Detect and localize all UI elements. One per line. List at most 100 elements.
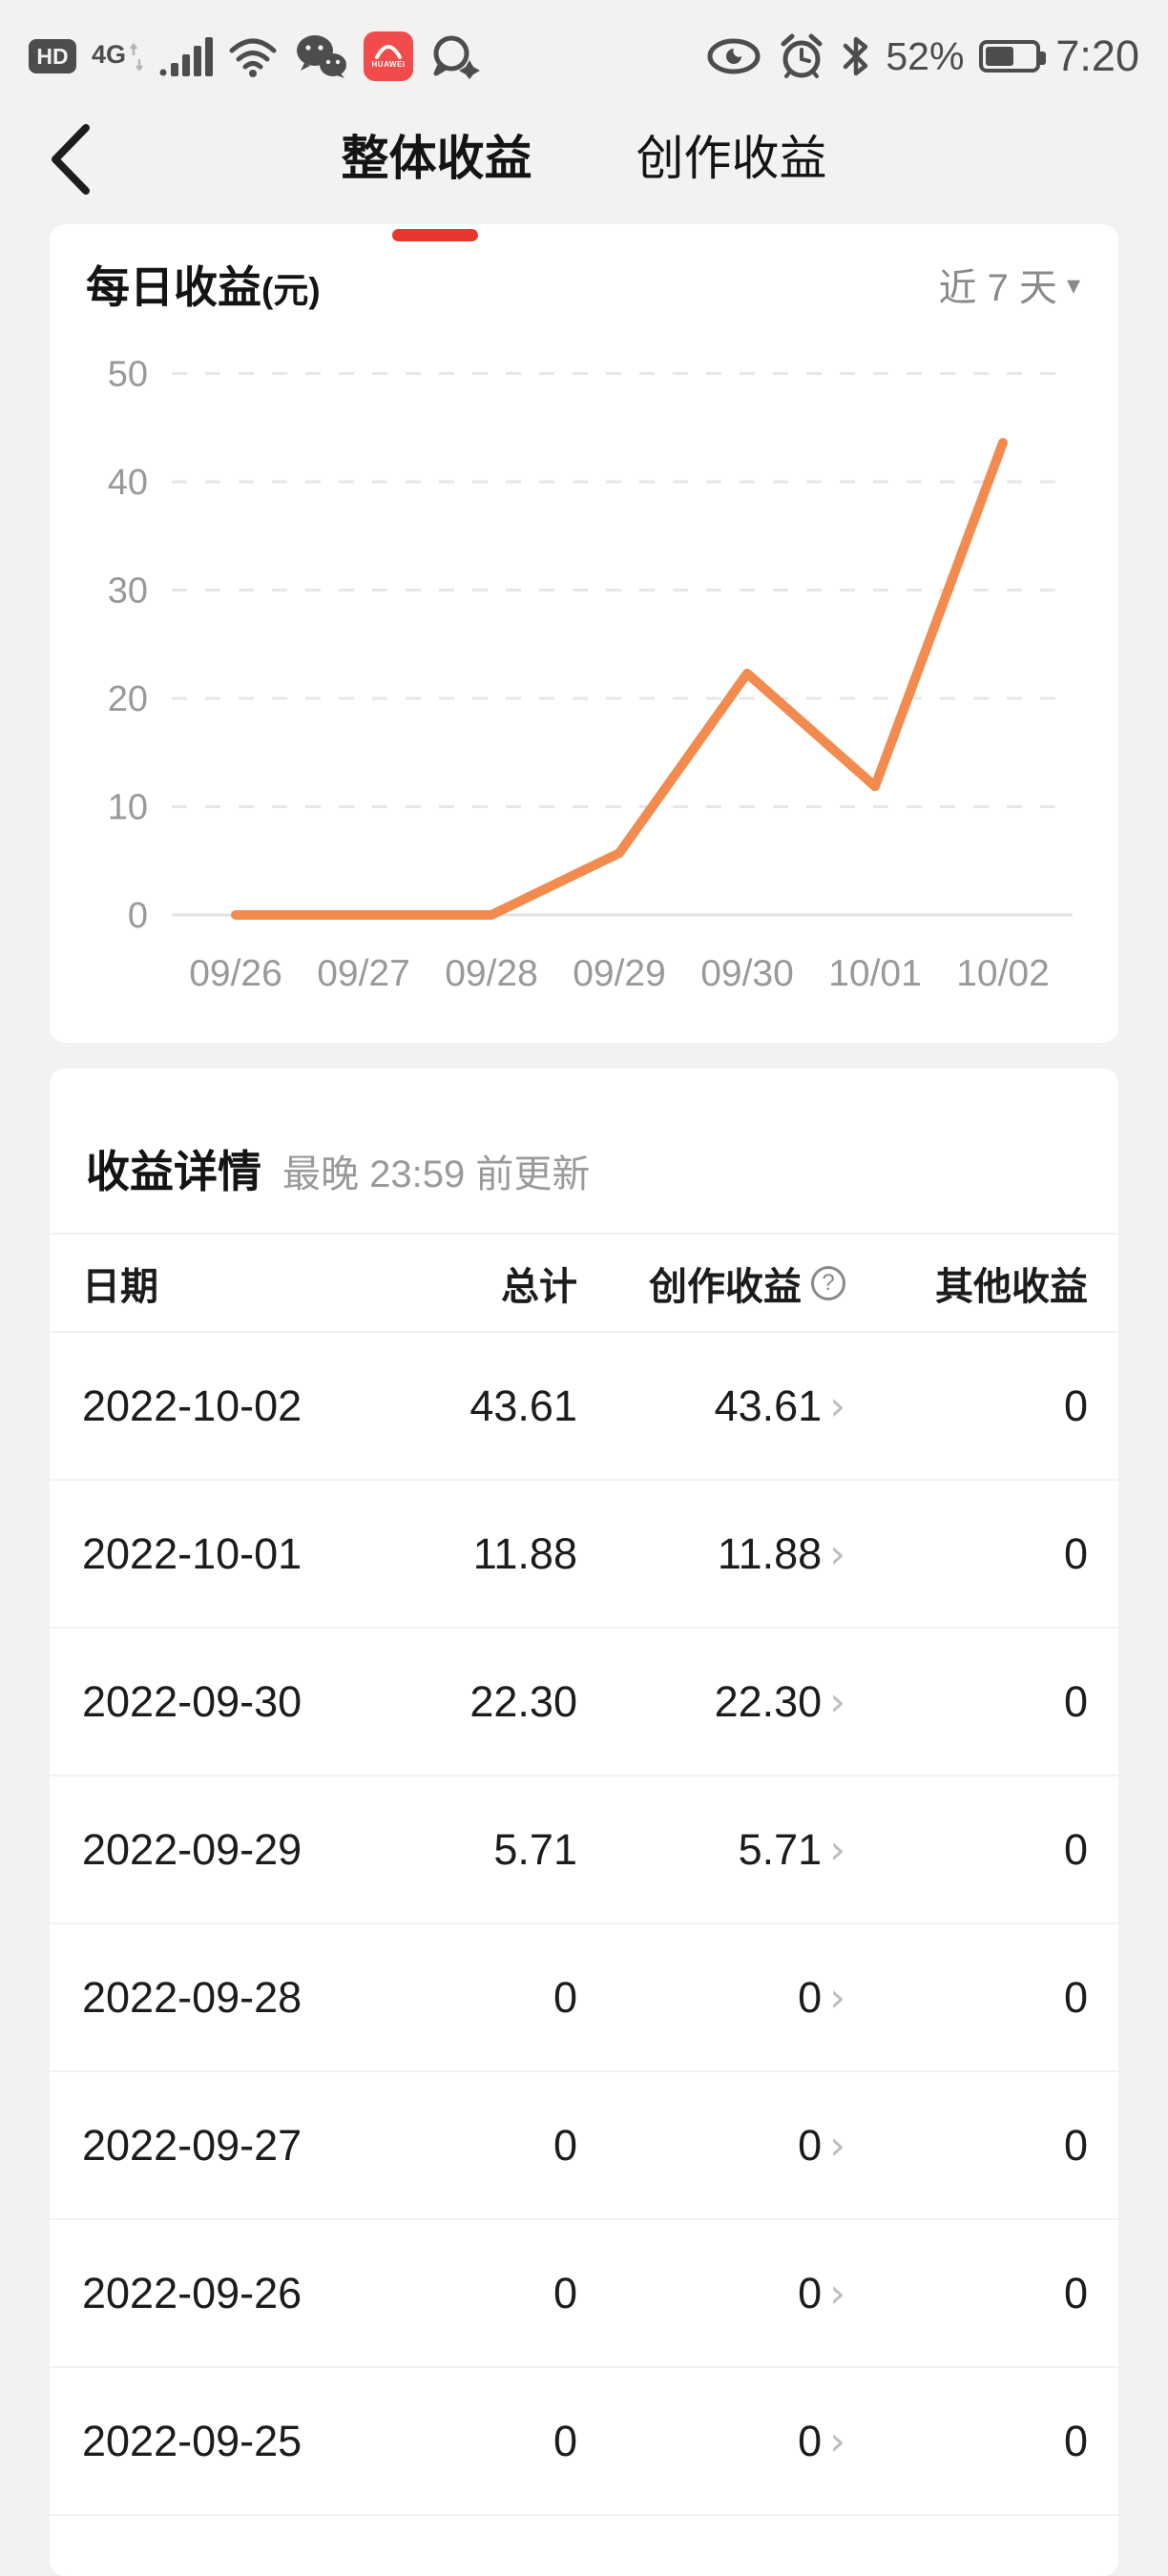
daily-income-card: 每日收益(元) 近 7 天 ▾ 0 10 20 30 40 50 09/26 09/27 09/…: [50, 224, 1118, 1043]
details-title: 收益详情: [86, 1147, 261, 1196]
table-row: 2022-09-29 5.71 5.71 › 0: [50, 1776, 1118, 1924]
row-total: 43.61: [469, 1381, 577, 1430]
row-date: 2022-09-26: [82, 2268, 302, 2317]
row-creation-value: 0: [798, 1972, 823, 2022]
table-row: 2022-10-01 11.88 11.88 › 0: [50, 1481, 1118, 1629]
row-other: 0: [1063, 1528, 1088, 1578]
signal-bars-icon: [159, 37, 214, 76]
table-row: 2022-09-25 0 0 › 0: [50, 2368, 1118, 2516]
row-total: 5.71: [493, 1824, 577, 1874]
row-creation-link[interactable]: 5.71 ›: [577, 1825, 845, 1875]
row-creation-value: 0: [798, 2268, 823, 2317]
row-creation-value: 5.71: [738, 1824, 823, 1874]
status-left: HD 4G: [29, 31, 482, 81]
svg-text:0: 0: [128, 896, 148, 936]
network-4g-icon: 4G: [92, 42, 144, 71]
table-row: 2022-09-27 0 0 › 0: [50, 2072, 1118, 2220]
network-label: 4G: [92, 40, 127, 69]
row-date: 2022-09-27: [82, 2120, 302, 2170]
row-creation-value: 0: [798, 2120, 823, 2170]
chart-title: 每日收益(元): [86, 253, 321, 316]
svg-text:09/27: 09/27: [317, 953, 410, 994]
svg-text:20: 20: [108, 679, 148, 719]
chevron-down-icon: ▾: [1066, 269, 1080, 300]
nav-bar: 整体收益 创作收益: [0, 95, 1168, 224]
chevron-right-icon: ›: [829, 2417, 845, 2464]
status-right: 52% 7:20: [706, 31, 1139, 81]
table-row: 2022-09-28 0 0 › 0: [50, 1924, 1118, 2072]
row-creation-value: 43.61: [714, 1381, 823, 1430]
row-total: 11.88: [472, 1528, 577, 1578]
range-label: 近 7 天: [938, 267, 1057, 309]
bluetooth-icon: [844, 36, 868, 76]
chevron-right-icon: ›: [829, 1973, 845, 2021]
row-date: 2022-09-25: [82, 2416, 302, 2465]
row-creation-link[interactable]: 0 ›: [577, 2269, 845, 2318]
row-total: 0: [553, 1972, 577, 2022]
svg-text:30: 30: [108, 571, 148, 612]
help-icon[interactable]: ?: [811, 1265, 845, 1300]
col-header-creation-label: 创作收益: [649, 1265, 802, 1308]
status-bar: HD 4G: [0, 0, 1168, 95]
row-other: 0: [1063, 1824, 1088, 1874]
chat-sparkle-icon: [433, 35, 481, 79]
row-date: 2022-09-28: [82, 1972, 302, 2022]
chevron-right-icon: ›: [829, 1677, 845, 1725]
row-other: 0: [1063, 1676, 1088, 1726]
svg-text:09/26: 09/26: [189, 953, 282, 994]
chart-title-unit: (元): [261, 271, 321, 310]
row-date: 2022-10-01: [82, 1528, 302, 1578]
row-creation-link[interactable]: 0 ›: [577, 2417, 845, 2466]
col-header-creation: 创作收益 ?: [577, 1256, 845, 1311]
chevron-right-icon: ›: [829, 2269, 845, 2316]
back-button[interactable]: [46, 122, 95, 197]
row-creation-value: 22.30: [714, 1676, 823, 1726]
eye-icon: [707, 38, 761, 74]
row-creation-link[interactable]: 11.88 ›: [577, 1529, 845, 1579]
row-creation-link[interactable]: 43.61 ›: [577, 1381, 845, 1431]
income-details-card: 收益详情 最晚 23:59 前更新 日期 总计 创作收益 ? 其他收益 2022…: [50, 1069, 1118, 2576]
row-date: 2022-09-29: [82, 1824, 302, 1874]
table-body: 2022-10-02 43.61 43.61 › 0 2022-10-01 11.88 11.…: [50, 1333, 1118, 2516]
row-creation-link[interactable]: 0 ›: [577, 2121, 845, 2171]
table-row: 2022-09-30 22.30 22.30 › 0: [50, 1629, 1118, 1776]
row-total: 0: [553, 2416, 577, 2465]
tab-creation-income[interactable]: 创作收益: [636, 131, 827, 185]
chart-title-text: 每日收益: [86, 262, 261, 312]
svg-text:09/28: 09/28: [445, 953, 538, 994]
row-date: 2022-09-30: [82, 1676, 302, 1726]
data-arrows-icon: [130, 42, 144, 71]
svg-text:50: 50: [108, 355, 148, 395]
clock-time: 7:20: [1055, 31, 1139, 80]
details-update-note: 最晚 23:59 前更新: [282, 1153, 591, 1195]
details-header: 收益详情 最晚 23:59 前更新: [50, 1069, 1118, 1233]
row-total: 22.30: [469, 1676, 577, 1726]
hd-icon: HD: [29, 39, 76, 73]
huawei-app-icon: HUAWEI: [364, 31, 414, 81]
daily-income-chart: 0 10 20 30 40 50 09/26 09/27 09/28 09/29 09/30 10/0…: [108, 355, 1073, 994]
col-header-date: 日期: [82, 1265, 158, 1308]
chart-card-header: 每日收益(元) 近 7 天 ▾: [50, 224, 1118, 320]
col-header-other: 其他收益: [935, 1265, 1088, 1308]
row-date: 2022-10-02: [82, 1381, 302, 1430]
svg-text:10/01: 10/01: [828, 953, 922, 994]
row-creation-link[interactable]: 0 ›: [577, 1973, 845, 2023]
chevron-right-icon: ›: [829, 1381, 845, 1429]
svg-text:10/02: 10/02: [956, 953, 1050, 994]
active-tab-indicator: [392, 229, 478, 241]
date-range-selector[interactable]: 近 7 天 ▾: [938, 257, 1080, 312]
svg-text:40: 40: [108, 463, 148, 503]
svg-text:09/29: 09/29: [573, 953, 666, 994]
chevron-right-icon: ›: [829, 1529, 845, 1577]
svg-text:09/30: 09/30: [700, 953, 794, 994]
table-row: 2022-10-02 43.61 43.61 › 0: [50, 1333, 1118, 1481]
row-total: 0: [553, 2120, 577, 2170]
svg-text:10: 10: [108, 788, 148, 828]
row-other: 0: [1063, 2268, 1088, 2317]
row-other: 0: [1063, 1972, 1088, 2022]
tab-overall-income[interactable]: 整体收益: [341, 131, 532, 185]
row-other: 0: [1063, 1381, 1088, 1430]
row-creation-link[interactable]: 22.30 ›: [577, 1677, 845, 1727]
row-total: 0: [553, 2268, 577, 2317]
table-row: 2022-09-26 0 0 › 0: [50, 2220, 1118, 2368]
